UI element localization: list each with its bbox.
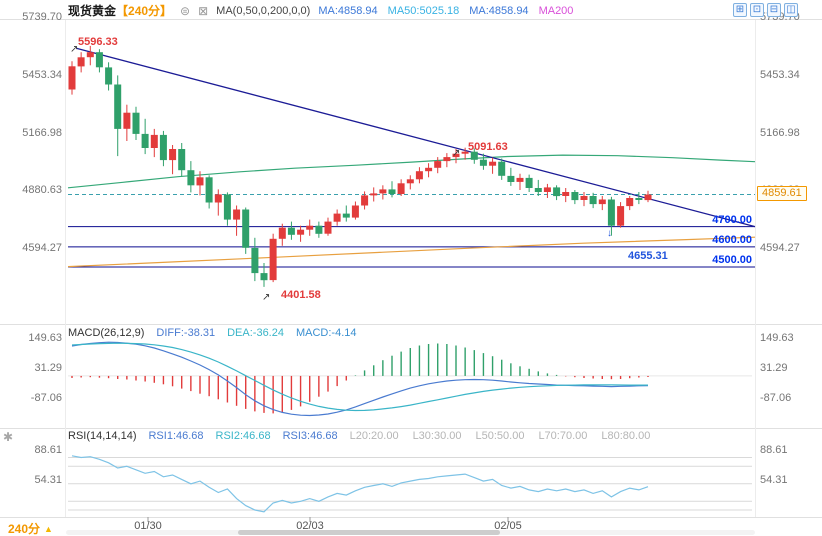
macd-dea-value: DEA:-36.24 bbox=[227, 327, 284, 339]
rsi3-value: RSI3:46.68 bbox=[282, 430, 338, 442]
ma-settings-label[interactable]: MA(0,50,0,200,0,0) bbox=[216, 4, 311, 17]
macd-value: MACD:-4.14 bbox=[295, 327, 357, 339]
period-tab-arrow-icon: ▲ bbox=[44, 523, 53, 534]
trendline bbox=[76, 47, 756, 228]
macd-panel bbox=[68, 341, 752, 417]
layout-buttons: ⊞ ⊡ ⊟ ◫ bbox=[733, 3, 798, 17]
ma-value-label: MA:4858.94 bbox=[318, 4, 378, 17]
ma200-line bbox=[67, 236, 756, 268]
instrument-title: 现货黄金 bbox=[68, 4, 117, 18]
time-axis bbox=[147, 517, 509, 522]
period-tab-label: 240分 bbox=[8, 522, 41, 536]
rsi2-value: RSI2:46.68 bbox=[215, 430, 271, 442]
layout-split-horizontal-icon[interactable]: ⊟ bbox=[767, 3, 781, 17]
ma-value-label: MA200 bbox=[538, 4, 574, 17]
rsi-level-label: L30:30.00 bbox=[412, 430, 462, 442]
macd-name-label: MACD(26,12,9) bbox=[68, 327, 145, 339]
drawing-tool-icon[interactable]: ✱ bbox=[3, 430, 14, 444]
layout-split-vertical-icon[interactable]: ◫ bbox=[784, 3, 798, 17]
macd-diff-line bbox=[71, 341, 649, 417]
main-chart-lines bbox=[67, 47, 756, 268]
ma-values: MA:4858.94 MA50:5025.18 MA:4858.94 MA200 bbox=[318, 5, 573, 17]
rsi-level-labels: L20:20.00 L30:30.00 L50:50.00 L70:70.00 L80:… bbox=[350, 430, 651, 442]
collapse-icon[interactable]: ⊜ bbox=[180, 3, 191, 18]
ma-value-label: MA50:5025.18 bbox=[387, 4, 460, 17]
layout-quad-icon[interactable]: ⊞ bbox=[733, 3, 747, 17]
rsi-panel bbox=[68, 455, 752, 513]
current-price-tag: 4859.61 bbox=[757, 186, 807, 202]
candles bbox=[68, 45, 652, 287]
indicator-close-icon[interactable]: ⊠ bbox=[198, 3, 209, 18]
period-tab[interactable]: 240分 ▲ bbox=[8, 520, 53, 536]
rsi1-value: RSI1:46.68 bbox=[148, 430, 204, 442]
macd-diff-value: DIFF:-38.31 bbox=[156, 327, 216, 339]
rsi-header: RSI(14,14,14) RSI1:46.68 RSI2:46.68 RSI3… bbox=[68, 430, 650, 442]
chart-header: 现货黄金 【240分】 ⊜ ⊠ MA(0,50,0,200,0,0) MA:48… bbox=[68, 3, 573, 19]
rsi-level-label: L50:50.00 bbox=[475, 430, 525, 442]
rsi-level-label: L20:20.00 bbox=[349, 430, 399, 442]
macd-dea-line bbox=[71, 342, 648, 412]
panel-separators bbox=[0, 19, 822, 518]
ma-value-label: MA:4858.94 bbox=[469, 4, 529, 17]
rsi-level-label: L80:80.00 bbox=[601, 430, 651, 442]
layout-single-icon[interactable]: ⊡ bbox=[750, 3, 764, 17]
rsi-name-label: RSI(14,14,14) bbox=[68, 430, 137, 442]
scrollbar-thumb[interactable] bbox=[238, 530, 500, 535]
period-label[interactable]: 【240分】 bbox=[116, 4, 173, 18]
rsi-line bbox=[71, 455, 649, 513]
macd-header: MACD(26,12,9) DIFF:-38.31 DEA:-36.24 MAC… bbox=[68, 327, 357, 339]
rsi-level-label: L70:70.00 bbox=[538, 430, 588, 442]
